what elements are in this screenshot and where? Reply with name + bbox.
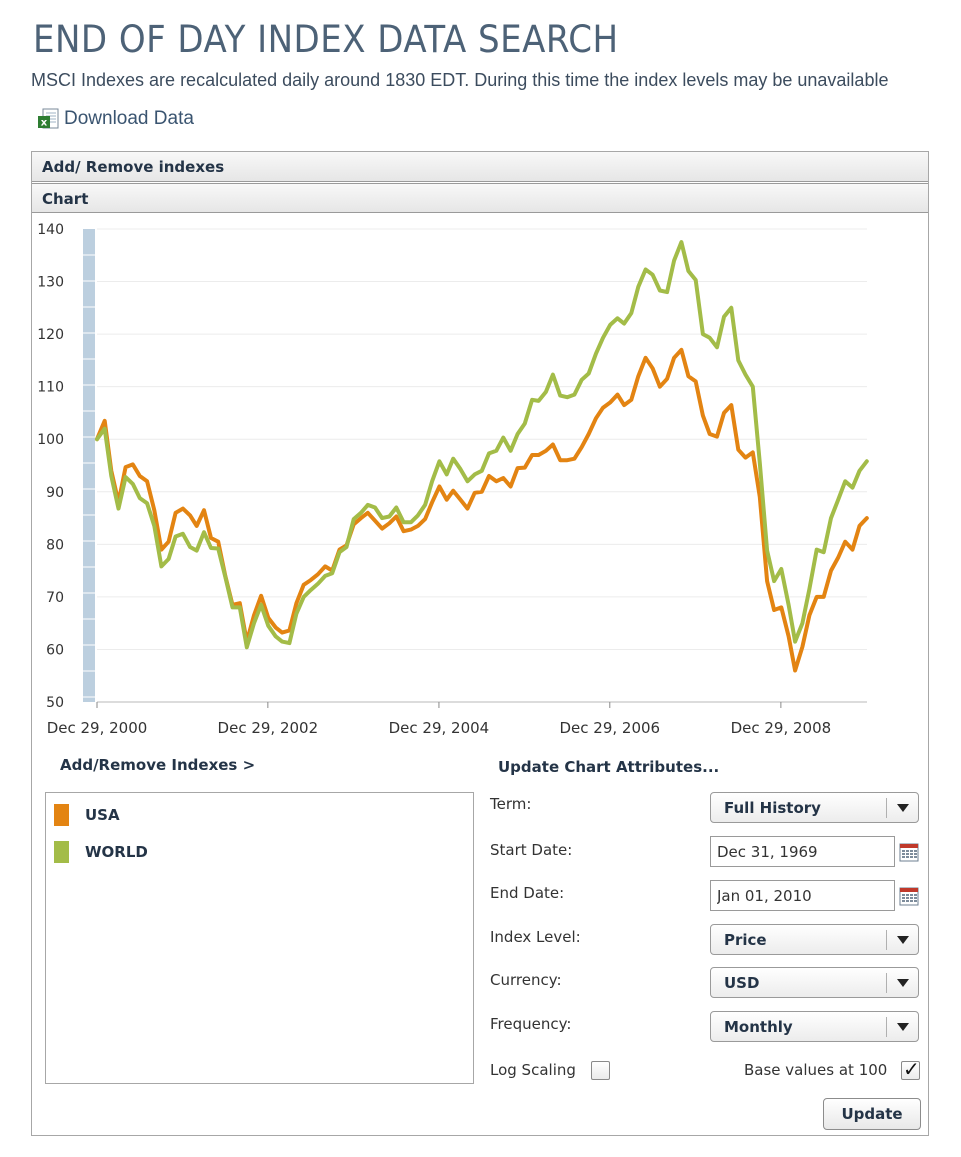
calendar-icon[interactable]	[899, 886, 919, 906]
index-name: USA	[85, 806, 120, 824]
end-date-label: End Date:	[490, 884, 565, 902]
index-line-chart: 140 130 120 110 100 90 80 70 60 50 Dec 29, 2000 Dec…	[37, 222, 869, 737]
index-name: WORLD	[85, 843, 148, 861]
page-title: END OF DAY INDEX DATA SEARCH	[33, 18, 619, 61]
download-data-link[interactable]: x Download Data	[38, 108, 194, 130]
x-tick-label: Dec 29, 2006	[559, 719, 660, 737]
series-line-usa	[95, 347, 869, 673]
chevron-down-icon	[897, 979, 909, 987]
y-tick-label: 50	[46, 695, 64, 711]
frequency-label: Frequency:	[490, 1015, 572, 1033]
y-tick-label: 140	[37, 222, 64, 238]
x-tick-label: Dec 29, 2004	[389, 719, 490, 737]
y-tick-label: 90	[46, 485, 64, 501]
index-level-label: Index Level:	[490, 928, 581, 946]
chart-bar[interactable]: Chart	[32, 183, 928, 213]
chevron-down-icon	[897, 936, 909, 944]
base-values-label: Base values at 100	[744, 1061, 888, 1079]
log-scaling-checkbox[interactable]	[591, 1061, 610, 1080]
add-remove-indexes-bar[interactable]: Add/ Remove indexes	[32, 152, 928, 182]
svg-text:x: x	[41, 118, 48, 129]
term-select[interactable]: Full History	[710, 792, 919, 823]
start-date-label: Start Date:	[490, 841, 573, 859]
y-tick-label: 70	[46, 590, 64, 606]
y-tick-label: 60	[46, 642, 64, 658]
page-subtitle: MSCI Indexes are recalculated daily arou…	[31, 70, 889, 90]
frequency-select[interactable]: Monthly	[710, 1011, 919, 1042]
start-date-input[interactable]	[710, 836, 895, 867]
currency-select[interactable]: USD	[710, 967, 919, 998]
world-color-swatch	[54, 841, 69, 863]
frequency-value: Monthly	[724, 1018, 793, 1036]
select-separator	[886, 973, 887, 993]
y-axis-band	[83, 229, 95, 702]
x-tick-label: Dec 29, 2008	[731, 719, 832, 737]
end-date-input[interactable]	[710, 880, 895, 911]
list-item-world[interactable]: WORLD	[54, 841, 148, 863]
index-level-value: Price	[724, 931, 767, 949]
excel-file-icon: x	[38, 108, 59, 129]
calendar-icon[interactable]	[899, 842, 919, 862]
list-item-usa[interactable]: USA	[54, 804, 120, 826]
currency-value: USD	[724, 974, 760, 992]
y-tick-label: 110	[37, 380, 64, 396]
select-separator	[886, 798, 887, 818]
chevron-down-icon	[897, 804, 909, 812]
y-tick-label: 120	[37, 327, 64, 343]
usa-color-swatch	[54, 804, 69, 826]
add-remove-indexes-link[interactable]: Add/Remove Indexes >	[60, 756, 256, 774]
checkmark-icon: ✓	[903, 1057, 920, 1081]
currency-label: Currency:	[490, 971, 562, 989]
index-level-select[interactable]: Price	[710, 924, 919, 955]
y-tick-label: 100	[37, 432, 64, 448]
index-list: USA WORLD	[45, 792, 474, 1084]
term-value: Full History	[724, 799, 821, 817]
select-separator	[886, 930, 887, 950]
select-separator	[886, 1017, 887, 1037]
y-tick-label: 130	[37, 275, 64, 291]
log-scaling-label: Log Scaling	[490, 1061, 576, 1079]
update-chart-attributes-title: Update Chart Attributes...	[498, 758, 720, 776]
base-values-checkbox[interactable]: ✓	[901, 1057, 920, 1081]
series-line-world	[95, 240, 869, 650]
x-tick-label: Dec 29, 2002	[218, 719, 319, 737]
chevron-down-icon	[897, 1023, 909, 1031]
download-data-label[interactable]: Download Data	[64, 108, 194, 129]
x-tick-label: Dec 29, 2000	[47, 719, 148, 737]
update-button[interactable]: Update	[823, 1098, 921, 1130]
term-label: Term:	[490, 795, 532, 813]
y-tick-label: 80	[46, 537, 64, 553]
